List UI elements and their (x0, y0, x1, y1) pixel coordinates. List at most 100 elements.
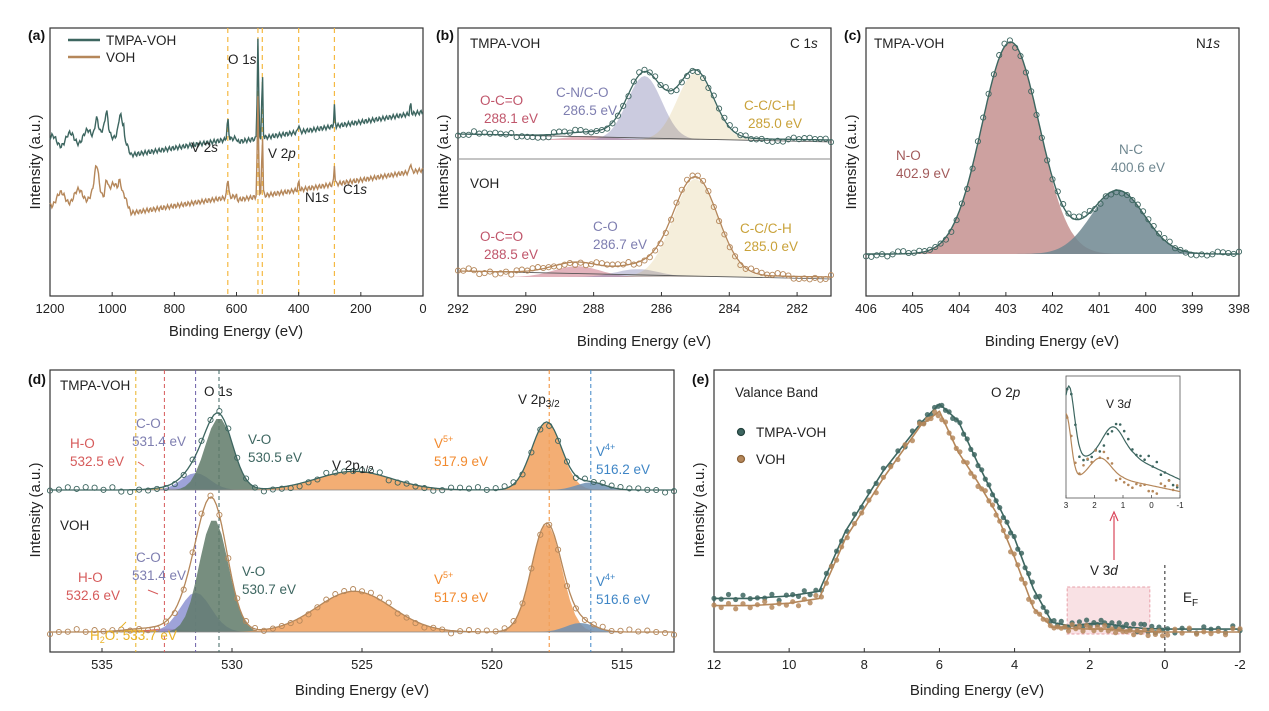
panel-c-x-ticks: 406 405 404 403 402 401 400 399 398 (855, 292, 1250, 316)
panel-c-point-23 (985, 90, 992, 97)
panel-d-bottom-point-3 (73, 626, 80, 633)
series-voh-vb-point-35 (932, 409, 938, 415)
inset-point-voh-22 (1155, 492, 1159, 495)
panel-b-top-point-34 (636, 69, 643, 76)
panel-b-bottom-point-64 (795, 275, 803, 283)
panel-d-bottom-point-21 (234, 595, 241, 602)
inset-point-tmpa-19 (1143, 458, 1146, 462)
inset-point-tmpa-0 (1065, 387, 1069, 391)
panel-d-bottom-point-41 (412, 620, 419, 627)
panel-d-top-point-59 (572, 474, 579, 481)
panel-d-bottom-point-27 (287, 620, 294, 627)
panel-d-bottom-point-68 (653, 628, 660, 636)
panel-c-region: N1s (1196, 36, 1220, 51)
panel-b-top-point-42 (678, 79, 685, 86)
panel-d-bottom-point-32 (332, 591, 339, 598)
panel-b-bottom-point-38 (657, 240, 664, 247)
panel-d-top-point-5 (91, 484, 98, 491)
panel-d-top-point-13 (162, 484, 169, 492)
inset-point-voh-25 (1167, 479, 1171, 482)
panel-b-bottom-point-9 (502, 268, 510, 275)
series-voh-vb-point-99 (1165, 632, 1171, 638)
series-voh-vb-point-57 (1011, 551, 1017, 557)
panel-e-label: (e) (692, 371, 709, 387)
panel-c-frame (865, 27, 1240, 297)
panel-b-top-point-50 (721, 114, 728, 121)
panel-b-top-point-28 (604, 125, 611, 132)
panel-d-top-point-61 (590, 478, 597, 486)
panel-d-x-label: Binding Energy (eV) (295, 682, 429, 699)
panel-d-bottom-point-43 (430, 624, 437, 631)
series-voh-vb-point-4 (740, 601, 746, 607)
panel-c-point-3 (878, 251, 886, 258)
annotation-o1s: O 1s (228, 52, 257, 67)
peak-value-oco-bottom: 288.5 eV (484, 247, 538, 262)
panel-b-top-point-39 (662, 84, 669, 91)
panel-d-top-point-11 (145, 487, 152, 494)
series-tmpa-vb-point-81 (1098, 617, 1104, 623)
annotation-v3d: V 3d (1090, 563, 1118, 578)
series-tmpa-vb-point-57 (1011, 533, 1017, 540)
series-voh-vb-point-53 (997, 518, 1003, 524)
inset-point-voh-24 (1163, 484, 1167, 488)
peak-value-ho-top: 532.5 eV (70, 454, 124, 469)
panel-a-frame (49, 27, 424, 297)
series-voh-vb-point-7 (762, 599, 768, 605)
panel-d-bottom-point-29 (305, 611, 312, 618)
panel-d-bottom-point-7 (109, 627, 116, 634)
peak-value-v5-top: 517.9 eV (434, 454, 488, 469)
panel-d-bottom-point-22 (243, 618, 250, 625)
series-voh-vb-point-109 (1237, 626, 1243, 632)
panel-a-x-ticks: 1200 1000 800 600 400 200 0 (36, 292, 427, 316)
legend-marker-voh (736, 454, 746, 464)
series-voh-vb-point-28 (895, 456, 901, 463)
panel-b-bottom-point-23 (577, 259, 584, 266)
panel-d-top-point-52 (510, 479, 517, 486)
panel-d-top-point-51 (501, 483, 508, 490)
series-tmpa-vb-point-97 (1156, 624, 1162, 630)
panel-b-bottom-name: VOH (470, 176, 499, 191)
inset-curve-tmpa (1065, 384, 1181, 481)
panel-b-bottom-point-24 (582, 262, 589, 269)
panel-b-bottom-point-35 (641, 257, 648, 264)
panel-d-top-point-62 (599, 479, 606, 486)
panel-e-x-label: Binding Energy (eV) (910, 682, 1044, 699)
series-tmpa-vb-point-28 (895, 448, 901, 454)
panel-d-bottom-point-46 (457, 628, 464, 635)
panel-c-label: (c) (844, 27, 861, 43)
panel-d-bottom-point-25 (269, 625, 276, 632)
inset-point-tmpa-9 (1102, 444, 1106, 447)
panel-d-bottom-point-47 (465, 627, 473, 634)
series-tmpa-vb-point-10 (783, 592, 790, 598)
peak-value-v4-top: 516.2 eV (596, 462, 650, 477)
series-tmpa-vb-point-50 (986, 482, 992, 488)
panel-c-point-58 (1172, 245, 1179, 252)
series-voh-vb-point-16 (818, 594, 825, 600)
series-tmpa-vb-point-70 (1058, 618, 1064, 625)
series-voh-vb-point-54 (1000, 527, 1007, 534)
series-tmpa-vb-point-84 (1109, 620, 1115, 626)
panel-c-point-12 (926, 246, 933, 253)
inset-point-tmpa-4 (1082, 458, 1085, 462)
panel-d-bottom-point-54 (528, 565, 535, 572)
panel-c-point-69 (1230, 250, 1237, 257)
panel-b-top-point-8 (497, 130, 504, 137)
panel-b-top-point-47 (705, 84, 712, 91)
panel-d-top-point-1 (55, 486, 62, 493)
series-voh-vb-point-5 (747, 605, 753, 611)
panel-d-top-point-63 (608, 482, 615, 489)
panel-d-top-point-47 (465, 485, 473, 492)
series-tmpa-vb-point-13 (801, 588, 807, 594)
series-voh-vb-point-72 (1065, 628, 1072, 634)
inset-arrow-head (1109, 510, 1119, 522)
panel-d-top-point-18 (207, 416, 214, 423)
panel-d-top-point-20 (225, 425, 232, 432)
panel-c-point-26 (1001, 40, 1008, 47)
series-tmpa-vb-point-23 (859, 504, 865, 510)
annotation-ef: EF (1183, 590, 1198, 609)
series-voh-vb-point-84 (1109, 626, 1115, 632)
panel-d-bottom-point-31 (323, 596, 330, 603)
panel-d-top-point-17 (198, 437, 205, 444)
panel-d-top-point-41 (412, 483, 419, 490)
panel-d-top-point-8 (118, 488, 125, 495)
